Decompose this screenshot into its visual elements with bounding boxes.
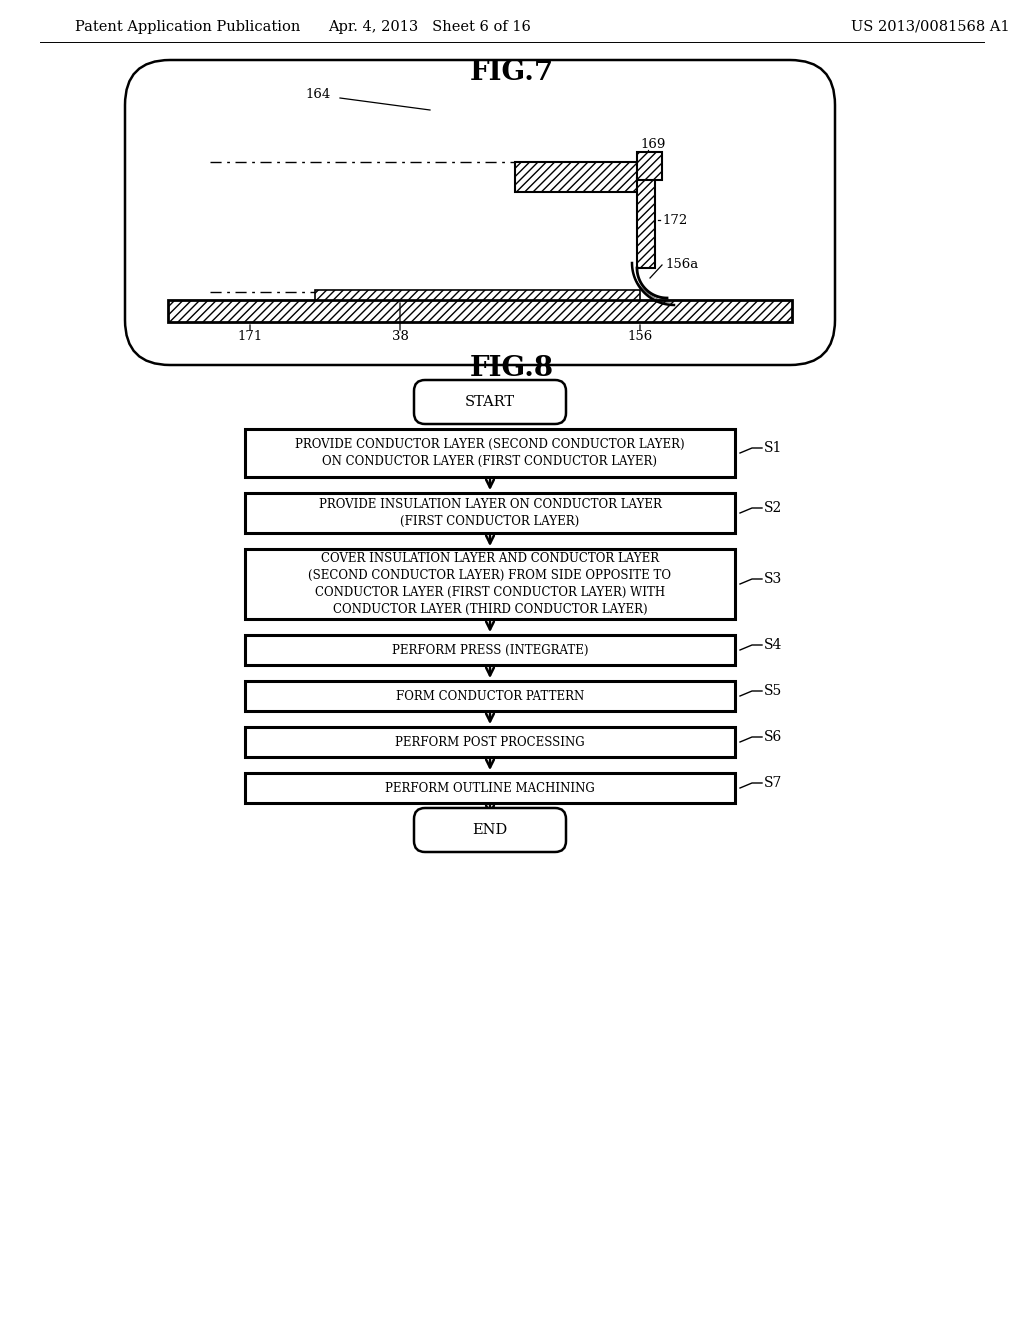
- Text: S2: S2: [764, 502, 782, 515]
- Text: S1: S1: [764, 441, 782, 455]
- Text: S6: S6: [764, 730, 782, 744]
- Bar: [245, 492, 735, 533]
- Text: S4: S4: [764, 638, 782, 652]
- Text: Patent Application Publication: Patent Application Publication: [75, 20, 300, 34]
- Text: 38: 38: [391, 330, 409, 342]
- Text: START: START: [465, 395, 515, 409]
- Bar: [515, 162, 638, 191]
- Bar: [245, 727, 735, 756]
- Text: 169: 169: [640, 139, 666, 152]
- Text: FORM CONDUCTOR PATTERN: FORM CONDUCTOR PATTERN: [396, 689, 584, 702]
- Text: COVER INSULATION LAYER AND CONDUCTOR LAYER
(SECOND CONDUCTOR LAYER) FROM SIDE OP: COVER INSULATION LAYER AND CONDUCTOR LAY…: [308, 552, 672, 616]
- Bar: [637, 178, 655, 268]
- Text: FIG.7: FIG.7: [470, 58, 554, 86]
- Text: 172: 172: [662, 214, 687, 227]
- Text: S3: S3: [764, 572, 782, 586]
- Text: 156a: 156a: [665, 259, 698, 272]
- Bar: [245, 635, 735, 665]
- Text: PERFORM OUTLINE MACHINING: PERFORM OUTLINE MACHINING: [385, 781, 595, 795]
- Bar: [315, 290, 640, 300]
- Text: S5: S5: [764, 684, 782, 698]
- Bar: [245, 429, 735, 477]
- FancyBboxPatch shape: [414, 380, 566, 424]
- Bar: [245, 681, 735, 711]
- Text: PERFORM POST PROCESSING: PERFORM POST PROCESSING: [395, 735, 585, 748]
- Text: PROVIDE INSULATION LAYER ON CONDUCTOR LAYER
(FIRST CONDUCTOR LAYER): PROVIDE INSULATION LAYER ON CONDUCTOR LA…: [318, 498, 662, 528]
- Bar: [637, 152, 662, 180]
- Bar: [168, 300, 792, 322]
- Bar: [245, 549, 735, 619]
- Text: Apr. 4, 2013   Sheet 6 of 16: Apr. 4, 2013 Sheet 6 of 16: [329, 20, 531, 34]
- FancyBboxPatch shape: [414, 808, 566, 851]
- Text: END: END: [472, 822, 508, 837]
- Text: US 2013/0081568 A1: US 2013/0081568 A1: [851, 20, 1010, 34]
- Text: S7: S7: [764, 776, 782, 789]
- Text: 164: 164: [305, 87, 331, 100]
- FancyBboxPatch shape: [125, 59, 835, 366]
- Text: 171: 171: [238, 330, 262, 342]
- Text: FIG.8: FIG.8: [470, 355, 554, 381]
- Text: PERFORM PRESS (INTEGRATE): PERFORM PRESS (INTEGRATE): [392, 644, 588, 656]
- Text: PROVIDE CONDUCTOR LAYER (SECOND CONDUCTOR LAYER)
ON CONDUCTOR LAYER (FIRST CONDU: PROVIDE CONDUCTOR LAYER (SECOND CONDUCTO…: [295, 438, 685, 469]
- Bar: [245, 774, 735, 803]
- Text: 156: 156: [628, 330, 652, 342]
